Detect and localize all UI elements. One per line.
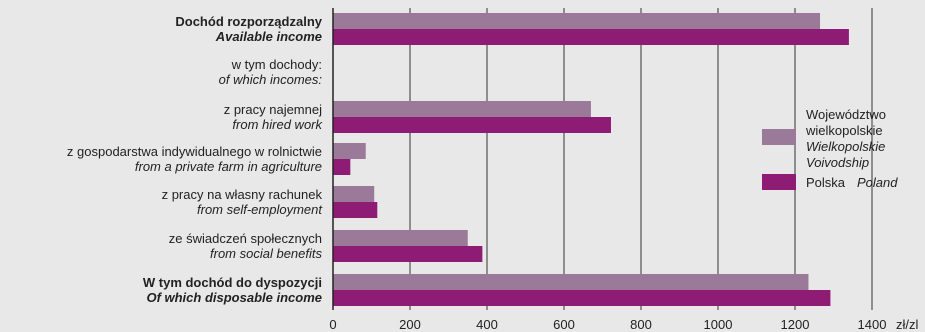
legend-label-wielkopolskie-4: Voivodship bbox=[806, 155, 869, 170]
category-label-pl-6: W tym dochód do dyspozycji bbox=[143, 275, 322, 290]
legend-swatch-wielkopolskie bbox=[762, 129, 796, 145]
category-label-en-3: from a private farm in agriculture bbox=[135, 159, 322, 174]
category-label-en-6: Of which disposable income bbox=[146, 290, 322, 305]
x-tick-1000: 1000 bbox=[704, 317, 733, 332]
bar-wielkopolskie-6 bbox=[333, 274, 809, 290]
x-tick-1200: 1200 bbox=[781, 317, 810, 332]
x-tick-800: 800 bbox=[630, 317, 652, 332]
legend-label-polska: Polska bbox=[806, 175, 846, 190]
bar-wielkopolskie-0 bbox=[333, 13, 821, 29]
category-label-pl-2: z pracy najemnej bbox=[224, 102, 322, 117]
legend-label-poland: Poland bbox=[857, 175, 898, 190]
x-tick-600: 600 bbox=[553, 317, 575, 332]
x-tick-labels: 0 200 400 600 800 1000 1200 1400 bbox=[329, 317, 886, 332]
legend-swatch-polska bbox=[762, 174, 796, 190]
legend: Województwo wielkopolskie Wielkopolskie … bbox=[762, 107, 898, 190]
x-unit-label: zł/zl bbox=[896, 317, 919, 332]
bar-polska-4 bbox=[333, 202, 378, 218]
x-tick-0: 0 bbox=[329, 317, 336, 332]
bars bbox=[333, 13, 849, 306]
bar-wielkopolskie-2 bbox=[333, 101, 591, 117]
category-label-en-4: from self-employment bbox=[197, 202, 323, 217]
x-tick-400: 400 bbox=[476, 317, 498, 332]
category-label-en-5: from social benefits bbox=[210, 246, 322, 261]
category-label-en-2: from hired work bbox=[232, 117, 323, 132]
category-label-pl-5: ze świadczeń społecznych bbox=[169, 231, 322, 246]
category-label-pl-0: Dochód rozporządzalny bbox=[175, 14, 322, 29]
category-label-pl-3: z gospodarstwa indywidualnego w rolnictw… bbox=[67, 144, 322, 159]
category-label-pl-4: z pracy na własny rachunek bbox=[162, 187, 323, 202]
grid-lines bbox=[409, 8, 873, 310]
x-tick-1400: 1400 bbox=[858, 317, 887, 332]
category-label-en-1: of which incomes: bbox=[219, 72, 323, 87]
bar-polska-0 bbox=[333, 29, 849, 45]
category-label-pl-1: w tym dochody: bbox=[231, 57, 322, 72]
bar-wielkopolskie-4 bbox=[333, 186, 375, 202]
category-label-en-0: Available income bbox=[215, 29, 322, 44]
bar-wielkopolskie-3 bbox=[333, 143, 366, 159]
bar-polska-5 bbox=[333, 246, 483, 262]
x-tick-200: 200 bbox=[399, 317, 421, 332]
bar-polska-6 bbox=[333, 290, 831, 306]
legend-label-wielkopolskie-1: Województwo bbox=[806, 107, 886, 122]
bar-polska-3 bbox=[333, 159, 351, 175]
bar-polska-2 bbox=[333, 117, 611, 133]
bar-wielkopolskie-5 bbox=[333, 230, 468, 246]
legend-label-wielkopolskie-2: wielkopolskie bbox=[805, 123, 883, 138]
legend-label-wielkopolskie-3: Wielkopolskie bbox=[806, 139, 885, 154]
